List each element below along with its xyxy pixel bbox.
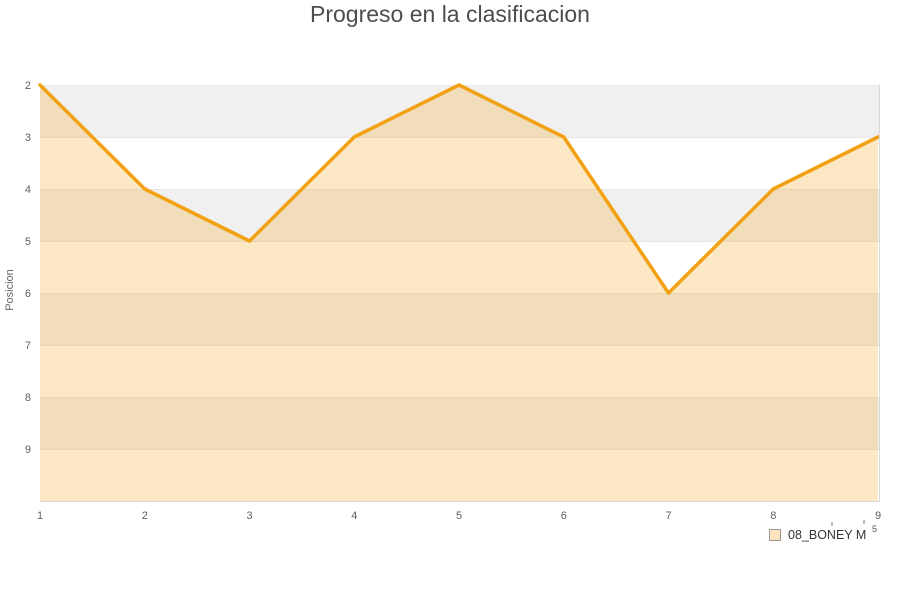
x-tick-label: 3 [246, 510, 252, 522]
x-tick-label: 1 [37, 510, 43, 522]
plot-area: 2 3 4 5 6 7 8 9 1 2 3 4 5 6 7 8 9 [25, 75, 881, 522]
x-tick-label: 7 [665, 510, 671, 522]
chart-title: Progreso en la clasificacion [310, 1, 590, 27]
legend-label: 08_BONEY M [788, 528, 867, 542]
series-line[interactable] [38, 83, 880, 295]
y-tick-label: 6 [25, 288, 31, 300]
x-tick-label: 6 [561, 510, 567, 522]
x-tick-label: 5 [456, 510, 462, 522]
clipped-text-fragment: 5 [872, 524, 878, 534]
x-tick-label: 8 [770, 510, 776, 522]
legend-swatch-icon [769, 529, 781, 541]
x-tick-label: 4 [351, 510, 357, 522]
x-tick-label: 2 [142, 510, 148, 522]
plot-band [40, 293, 880, 345]
y-tick-label: 5 [25, 236, 31, 248]
y-tick-label: 2 [25, 80, 31, 92]
y-tick-label: 4 [25, 184, 31, 196]
plot-band [40, 397, 880, 449]
y-tick-label: 3 [25, 132, 31, 144]
y-tick-label: 8 [25, 392, 31, 404]
y-tick-label: 9 [25, 444, 31, 456]
y-tick-label: 7 [25, 340, 31, 352]
plot-band [40, 85, 880, 137]
x-tick-label: 9 [875, 510, 881, 522]
legend-item[interactable]: 08_BONEY M [769, 528, 866, 542]
plot-band [40, 189, 880, 241]
series-area [40, 85, 878, 501]
